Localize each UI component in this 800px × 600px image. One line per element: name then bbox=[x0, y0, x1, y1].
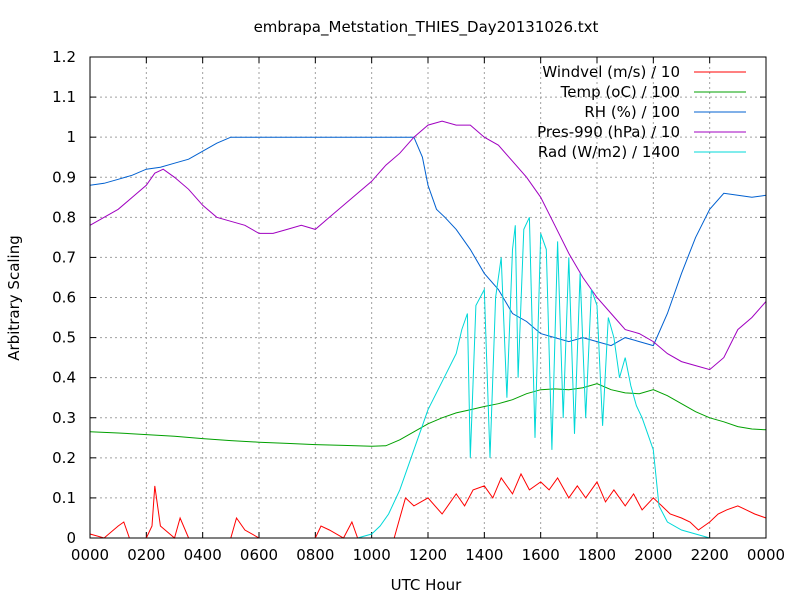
y-tick-label: 0.2 bbox=[52, 449, 76, 467]
y-tick-label: 0.5 bbox=[52, 329, 76, 347]
x-tick-label: 2200 bbox=[691, 546, 729, 564]
x-axis-label: UTC Hour bbox=[391, 576, 462, 594]
y-tick-label: 0.3 bbox=[52, 409, 76, 427]
legend-label-4: Pres-990 (hPa) / 10 bbox=[537, 123, 680, 141]
y-tick-label: 0.7 bbox=[52, 248, 76, 266]
y-tick-label: 1.1 bbox=[52, 88, 76, 106]
y-tick-label: 1.2 bbox=[52, 48, 76, 66]
legend: Windvel (m/s) / 10 Temp (oC) / 100 RH (%) … bbox=[537, 63, 746, 161]
series-line-4 bbox=[89, 120, 767, 371]
x-tick-label: 1800 bbox=[578, 546, 616, 564]
legend-label-5: Rad (W/m2) / 1400 bbox=[538, 143, 680, 161]
x-tick-label: 1000 bbox=[353, 546, 391, 564]
x-tick-label: 0600 bbox=[240, 546, 278, 564]
legend-label-1: Windvel (m/s) / 10 bbox=[542, 63, 680, 81]
legend-label-3: RH (%) / 100 bbox=[584, 103, 680, 121]
x-tick-label: 0000 bbox=[71, 546, 109, 564]
series-line-3 bbox=[89, 136, 767, 347]
x-tick-label: 1200 bbox=[409, 546, 447, 564]
series-line-2 bbox=[89, 383, 767, 447]
y-tick-label: 0.6 bbox=[52, 289, 76, 307]
x-axis-ticks: 0000 0200 0400 0600 0800 1000 1200 1400 1600 1800… bbox=[71, 57, 785, 564]
y-tick-label: 1 bbox=[66, 128, 76, 146]
x-tick-label: 1400 bbox=[465, 546, 503, 564]
x-tick-label: 2000 bbox=[634, 546, 672, 564]
y-tick-label: 0 bbox=[66, 529, 76, 547]
y-tick-label: 0.8 bbox=[52, 208, 76, 226]
plot-series bbox=[89, 120, 767, 539]
x-tick-label: 0800 bbox=[296, 546, 334, 564]
chart-title: embrapa_Metstation_THIES_Day20131026.txt bbox=[254, 18, 599, 37]
legend-label-2: Temp (oC) / 100 bbox=[560, 83, 680, 101]
series-line-5 bbox=[90, 217, 766, 539]
y-axis-ticks: 0 0.1 0.2 0.3 0.4 0.5 0.6 0.7 0.8 0.9 1 1.1 1.2 bbox=[52, 48, 766, 547]
plot-frame bbox=[89, 56, 767, 539]
y-axis-label: Arbitrary Scaling bbox=[5, 235, 23, 361]
x-tick-label: 0400 bbox=[184, 546, 222, 564]
x-tick-label: 0000 bbox=[747, 546, 785, 564]
y-tick-label: 0.1 bbox=[52, 489, 76, 507]
x-tick-label: 1600 bbox=[522, 546, 560, 564]
y-tick-label: 0.4 bbox=[52, 369, 76, 387]
x-tick-label: 0200 bbox=[127, 546, 165, 564]
y-tick-label: 0.9 bbox=[52, 168, 76, 186]
